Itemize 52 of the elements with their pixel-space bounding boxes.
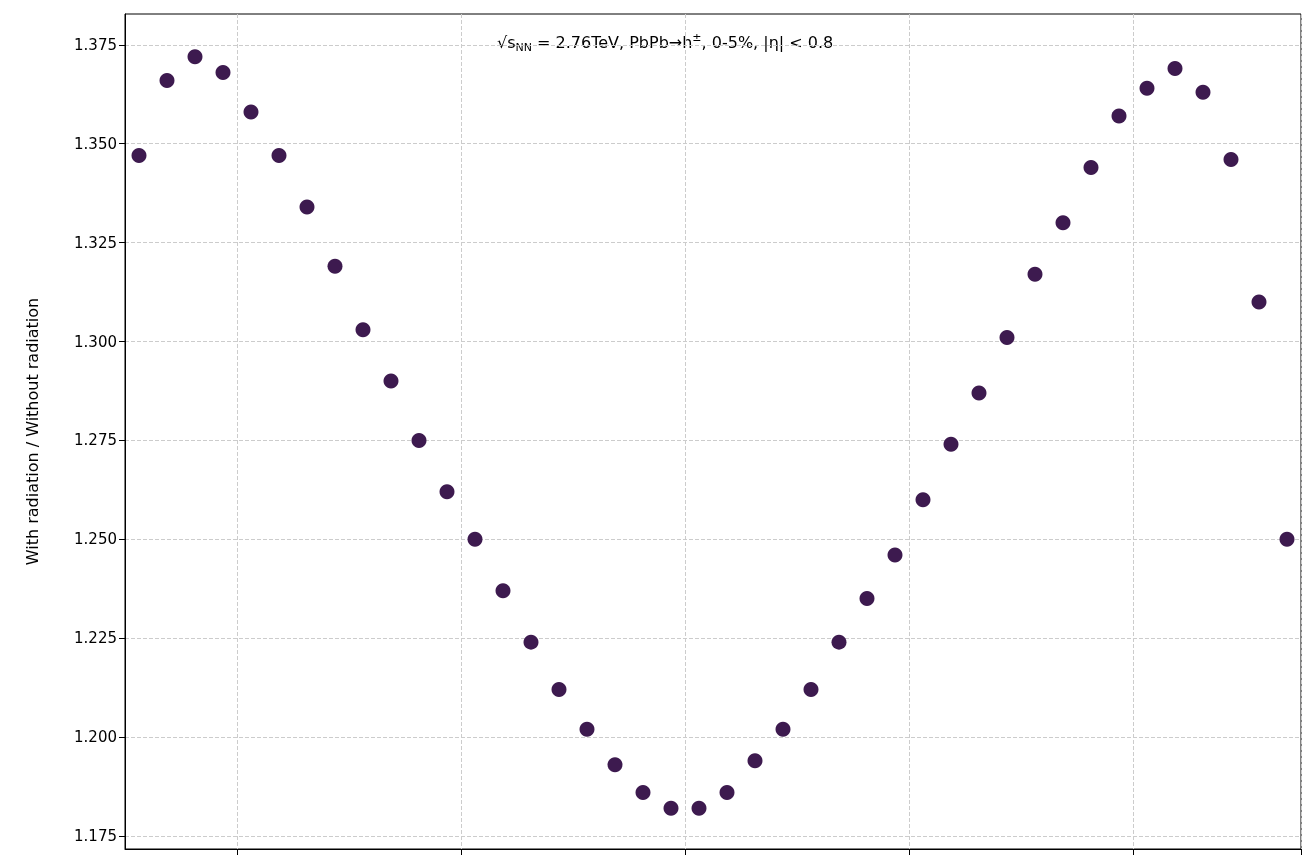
point [887,547,903,563]
point [831,634,847,650]
point [187,49,203,65]
y-tick-label: 1.275 [74,431,117,450]
point [551,682,567,698]
point [803,682,819,698]
point [943,436,959,452]
point [775,721,791,737]
point [719,784,735,800]
point [467,531,483,547]
point [999,330,1015,346]
point [1111,108,1127,124]
point [1251,294,1267,310]
point [215,65,231,81]
y-tick-label: 1.350 [74,134,117,153]
point [355,322,371,338]
y-tick-label: 1.300 [74,332,117,351]
point [495,583,511,599]
point [383,373,399,389]
point [971,385,987,401]
y-axis-title: With radiation / Without radiation [22,297,42,566]
point [523,634,539,650]
point [327,258,343,274]
point [691,800,707,816]
point [1055,215,1071,231]
point [1027,266,1043,282]
point [1195,84,1211,100]
point [663,800,679,816]
point [747,753,763,769]
point [1167,61,1183,77]
y-tick-label: 1.200 [74,728,117,747]
point [859,591,875,607]
point [1083,159,1099,175]
point [271,148,287,164]
point [1223,152,1239,168]
point [243,104,259,120]
point [439,484,455,500]
point [411,432,427,448]
y-tick-label: 1.250 [74,530,117,549]
point [159,72,175,88]
point [915,492,931,508]
y-tick-label: 1.225 [74,629,117,648]
y-tick-label: 1.325 [74,233,117,252]
point [299,199,315,215]
point [1139,80,1155,96]
y-tick-label: 1.175 [74,826,117,845]
point [635,784,651,800]
point [579,721,595,737]
point [131,148,147,164]
y-tick-label: 1.375 [74,35,117,54]
point [607,757,623,773]
point [1279,531,1295,547]
